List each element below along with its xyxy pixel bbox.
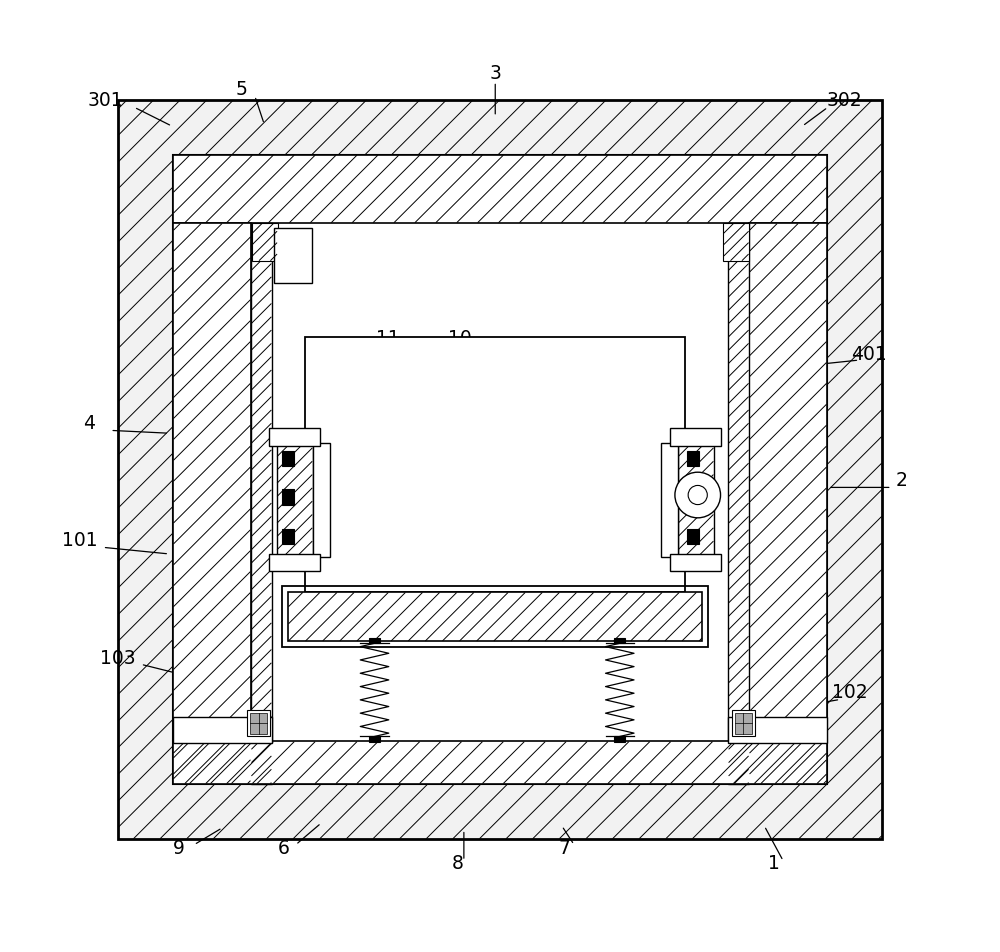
- Bar: [269, 428, 320, 446]
- Text: 102: 102: [832, 684, 868, 703]
- Text: 1: 1: [768, 854, 780, 873]
- Text: 301: 301: [88, 91, 123, 110]
- Bar: [282, 451, 294, 466]
- Bar: [723, 223, 749, 261]
- Bar: [288, 592, 702, 642]
- Text: 7: 7: [559, 839, 571, 858]
- Bar: [282, 529, 294, 545]
- Bar: [732, 710, 755, 737]
- Bar: [173, 223, 251, 784]
- Bar: [369, 737, 380, 743]
- Text: B: B: [539, 408, 553, 426]
- Bar: [728, 223, 749, 784]
- Bar: [282, 489, 294, 505]
- Text: 103: 103: [100, 649, 136, 668]
- Bar: [247, 710, 270, 737]
- Bar: [272, 223, 728, 742]
- Bar: [670, 554, 721, 571]
- Text: 5: 5: [235, 80, 247, 99]
- Bar: [728, 717, 827, 744]
- Bar: [173, 154, 827, 223]
- Text: 6: 6: [277, 839, 289, 858]
- Bar: [313, 443, 330, 557]
- Text: 101: 101: [62, 531, 98, 550]
- Circle shape: [675, 472, 721, 518]
- Text: 10: 10: [448, 328, 472, 347]
- Bar: [251, 223, 272, 784]
- Bar: [661, 443, 678, 557]
- Bar: [670, 428, 721, 446]
- Bar: [687, 451, 699, 466]
- Text: 2: 2: [895, 471, 907, 490]
- Bar: [277, 438, 313, 562]
- Bar: [614, 737, 625, 743]
- Bar: [735, 713, 752, 734]
- Text: 3: 3: [489, 65, 501, 84]
- Bar: [305, 337, 685, 592]
- Text: 11: 11: [376, 328, 400, 347]
- Text: 8: 8: [451, 854, 463, 873]
- Bar: [274, 228, 312, 283]
- Bar: [173, 154, 827, 784]
- Bar: [269, 554, 320, 571]
- Bar: [250, 713, 267, 734]
- Text: 4: 4: [83, 414, 95, 433]
- Bar: [282, 586, 708, 647]
- Text: 9: 9: [173, 839, 185, 858]
- Bar: [614, 638, 625, 644]
- Bar: [252, 223, 278, 261]
- Bar: [749, 223, 827, 784]
- Bar: [173, 742, 827, 784]
- Bar: [687, 529, 699, 545]
- Text: 401: 401: [851, 345, 887, 364]
- Bar: [687, 489, 699, 505]
- Text: 302: 302: [826, 91, 862, 110]
- Bar: [678, 438, 714, 562]
- Bar: [369, 638, 380, 644]
- Bar: [173, 717, 272, 744]
- Circle shape: [688, 486, 707, 505]
- Text: 701: 701: [404, 443, 440, 462]
- Bar: [118, 100, 882, 839]
